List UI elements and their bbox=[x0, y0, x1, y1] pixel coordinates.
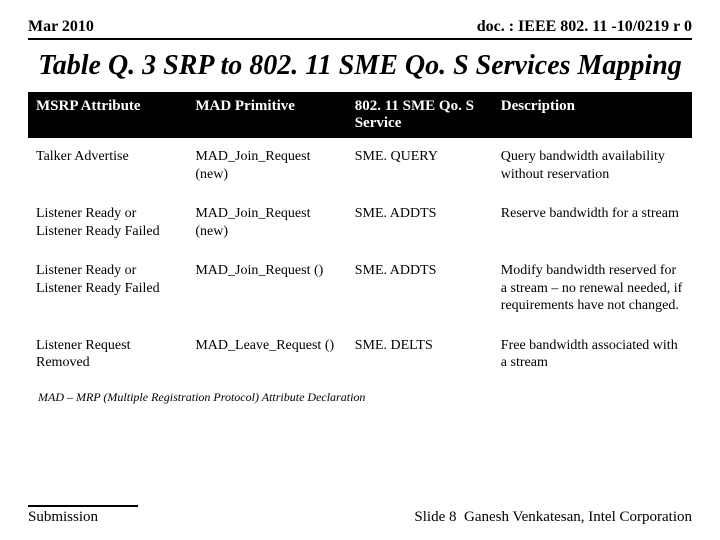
mapping-table: MSRP Attribute MAD Primitive 802. 11 SME… bbox=[28, 92, 692, 384]
footer-author: Ganesh Venkatesan, Intel Corporation bbox=[464, 509, 692, 525]
cell: Listener Ready or Listener Ready Failed bbox=[28, 252, 187, 327]
col-header: MAD Primitive bbox=[187, 92, 346, 138]
table-row: Listener Ready or Listener Ready Failed … bbox=[28, 195, 692, 252]
cell: Reserve bandwidth for a stream bbox=[493, 195, 692, 252]
cell: Listener Request Removed bbox=[28, 327, 187, 384]
table-row: Listener Request Removed MAD_Leave_Reque… bbox=[28, 327, 692, 384]
col-header: 802. 11 SME Qo. S Service bbox=[347, 92, 493, 138]
table-row: Listener Ready or Listener Ready Failed … bbox=[28, 252, 692, 327]
header-doc: doc. : IEEE 802. 11 -10/0219 r 0 bbox=[477, 18, 692, 36]
cell: SME. ADDTS bbox=[347, 195, 493, 252]
cell: SME. QUERY bbox=[347, 138, 493, 195]
header-date: Mar 2010 bbox=[28, 18, 94, 36]
table-row: Talker Advertise MAD_Join_Request (new) … bbox=[28, 138, 692, 195]
page-title: Table Q. 3 SRP to 802. 11 SME Qo. S Serv… bbox=[28, 50, 692, 82]
footer-slide: Slide 8 bbox=[414, 509, 456, 525]
footer-slide-author: Slide 8 Ganesh Venkatesan, Intel Corpora… bbox=[414, 509, 692, 526]
cell: Talker Advertise bbox=[28, 138, 187, 195]
cell: MAD_Join_Request () bbox=[187, 252, 346, 327]
cell: Modify bandwidth reserved for a stream –… bbox=[493, 252, 692, 327]
table-header-row: MSRP Attribute MAD Primitive 802. 11 SME… bbox=[28, 92, 692, 138]
cell: Listener Ready or Listener Ready Failed bbox=[28, 195, 187, 252]
cell: MAD_Join_Request (new) bbox=[187, 195, 346, 252]
cell: SME. DELTS bbox=[347, 327, 493, 384]
col-header: Description bbox=[493, 92, 692, 138]
cell: SME. ADDTS bbox=[347, 252, 493, 327]
cell: MAD_Leave_Request () bbox=[187, 327, 346, 384]
cell: Query bandwidth availability without res… bbox=[493, 138, 692, 195]
header-row: Mar 2010 doc. : IEEE 802. 11 -10/0219 r … bbox=[28, 18, 692, 40]
footer-submission: Submission bbox=[28, 505, 138, 526]
footer-row: Submission Slide 8 Ganesh Venkatesan, In… bbox=[28, 505, 692, 526]
col-header: MSRP Attribute bbox=[28, 92, 187, 138]
cell: Free bandwidth associated with a stream bbox=[493, 327, 692, 384]
cell: MAD_Join_Request (new) bbox=[187, 138, 346, 195]
footnote: MAD – MRP (Multiple Registration Protoco… bbox=[28, 390, 692, 405]
